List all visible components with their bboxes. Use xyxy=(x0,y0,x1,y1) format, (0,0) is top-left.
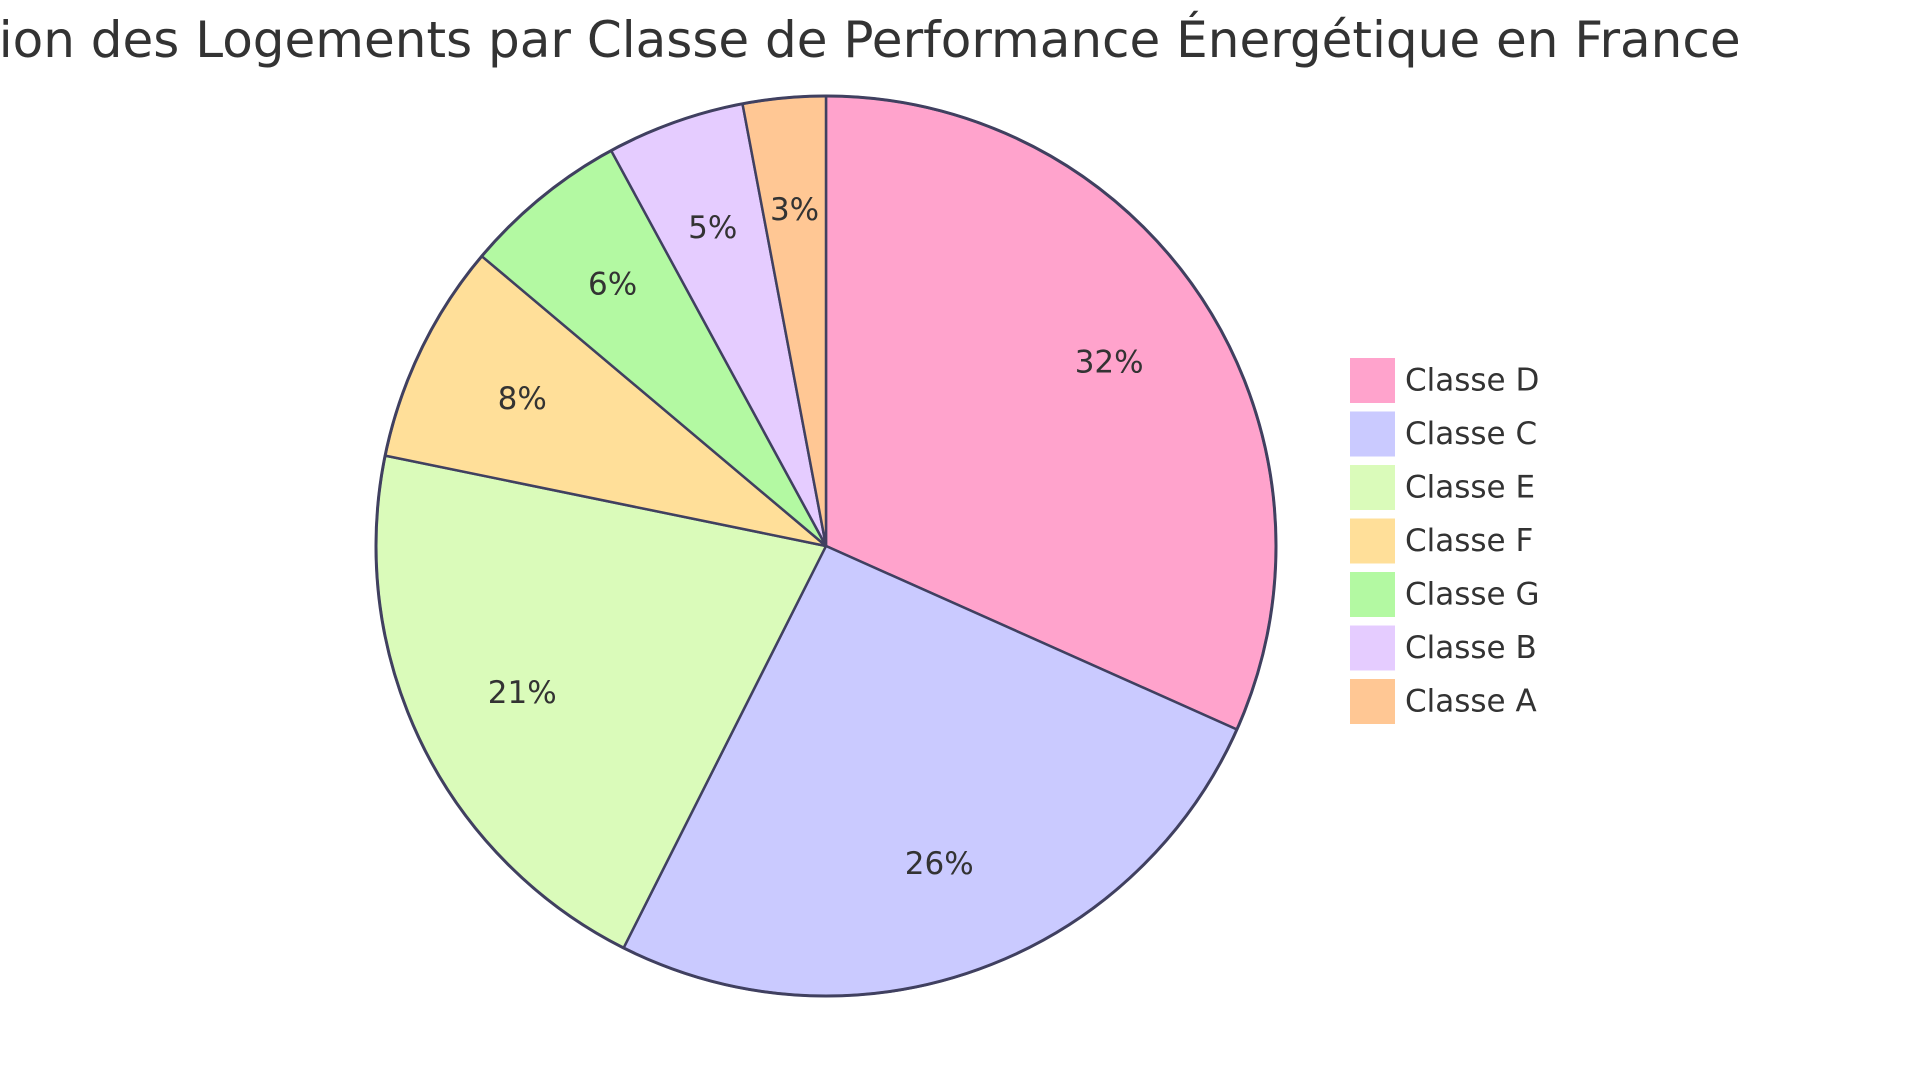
legend-swatch-classe-c xyxy=(1350,411,1395,457)
legend-swatch-classe-f xyxy=(1350,518,1395,564)
legend-label: Classe A xyxy=(1405,684,1537,720)
slice-value-label: 5% xyxy=(688,210,737,246)
pie-outline xyxy=(374,94,1278,998)
legend-label: Classe D xyxy=(1405,363,1539,399)
legend-swatch-classe-g xyxy=(1350,572,1395,617)
legend-label: Classe F xyxy=(1405,523,1533,559)
legend-swatch-classe-e xyxy=(1350,465,1395,510)
legend-label: Classe C xyxy=(1405,416,1537,452)
chart-title: Répartition des Logements par Classe de … xyxy=(0,10,1741,69)
pie-slice-labels: 32% 26% 21% 8% 6% 5% 3% xyxy=(488,192,1144,882)
legend-swatch-classe-d xyxy=(1350,358,1395,403)
legend-label: Classe G xyxy=(1405,577,1540,613)
legend-label: Classe B xyxy=(1405,630,1537,666)
slice-value-label: 6% xyxy=(588,266,637,302)
slice-value-label: 32% xyxy=(1075,344,1144,380)
legend: Classe D Classe C Classe E Classe F Classe G… xyxy=(1350,358,1540,724)
slice-value-label: 8% xyxy=(498,381,547,417)
legend-swatch-classe-a xyxy=(1350,679,1395,724)
pie-slices xyxy=(374,94,1278,998)
slice-value-label: 21% xyxy=(488,675,557,711)
slice-value-label: 3% xyxy=(770,192,819,228)
slice-value-label: 26% xyxy=(905,846,974,882)
legend-swatch-classe-b xyxy=(1350,625,1395,671)
legend-label: Classe E xyxy=(1405,470,1535,506)
